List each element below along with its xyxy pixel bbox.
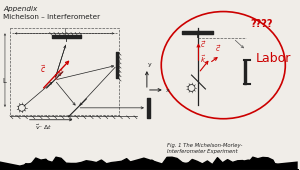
Text: $\vec{c}$: $\vec{c}$ [40, 63, 46, 75]
Text: $c \cdot \Delta t$: $c \cdot \Delta t$ [52, 66, 67, 82]
Text: $\vec{k}$: $\vec{k}$ [200, 54, 207, 65]
Text: $\vec{c}'$: $\vec{c}'$ [215, 44, 223, 54]
Text: $\alpha$: $\alpha$ [57, 71, 62, 78]
Text: ????: ???? [250, 19, 273, 29]
Text: Appendix: Appendix [3, 6, 37, 12]
Text: Fig. 1 The Michelson-Morley-
Interferometer Experiment: Fig. 1 The Michelson-Morley- Interferome… [167, 143, 242, 154]
Text: $\vec{v} \cdot \Delta t$: $\vec{v} \cdot \Delta t$ [35, 122, 52, 132]
Text: x: x [166, 88, 170, 94]
Text: Michelson – Interferometer: Michelson – Interferometer [3, 14, 100, 20]
Text: $\vec{c}'$: $\vec{c}'$ [200, 40, 208, 50]
Text: L: L [2, 78, 6, 84]
Text: y: y [148, 62, 152, 67]
Text: Labor: Labor [256, 52, 291, 65]
PathPatch shape [0, 157, 298, 169]
